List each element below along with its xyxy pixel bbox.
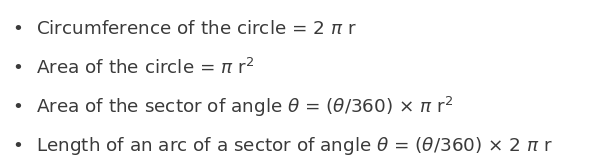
Text: Circumference of the circle = 2 $\pi$ r: Circumference of the circle = 2 $\pi$ r [36,20,356,38]
Text: •: • [13,137,23,155]
Text: •: • [13,20,23,38]
Text: •: • [13,98,23,116]
Text: Area of the sector of angle $\theta$ = ($\theta$/360) × $\pi$ r$^{2}$: Area of the sector of angle $\theta$ = (… [36,95,453,119]
Text: Area of the circle = $\pi$ r$^{2}$: Area of the circle = $\pi$ r$^{2}$ [36,58,254,78]
Text: Length of an arc of a sector of angle $\theta$ = ($\theta$/360) × 2 $\pi$ r: Length of an arc of a sector of angle $\… [36,135,553,157]
Text: •: • [13,59,23,77]
